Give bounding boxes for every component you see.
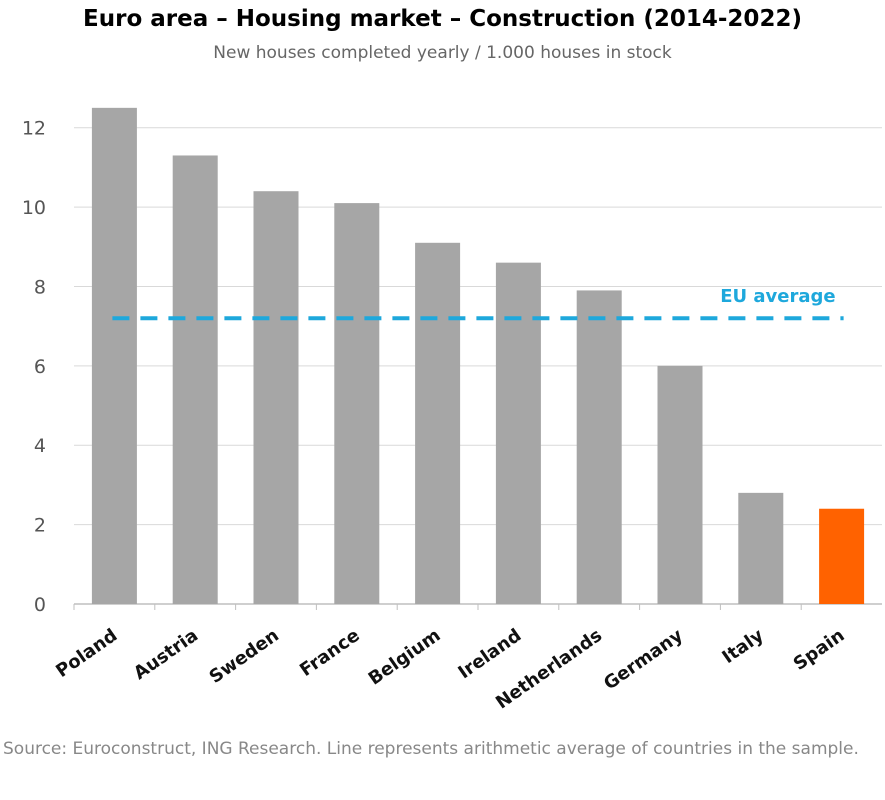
bar-austria [172, 155, 218, 604]
bar-france [334, 203, 380, 604]
x-tick-label: Belgium [365, 625, 445, 690]
y-tick-label: 12 [22, 118, 46, 140]
bar-netherlands [576, 290, 622, 604]
y-tick-label: 2 [34, 515, 46, 537]
x-tick-label: Austria [130, 625, 202, 684]
bar-chart: 0 2 4 6 8 10 12 Poland Austria Sweden France Belgiu… [22, 107, 882, 714]
eu-average-label: EU average [720, 286, 835, 307]
x-tick-label: France [296, 625, 364, 681]
y-tick-label: 6 [34, 356, 46, 378]
bar-italy [738, 492, 784, 604]
x-tick-label: Italy [718, 625, 767, 668]
chart-title: Euro area – Housing market – Constructio… [83, 6, 802, 32]
y-tick-label: 8 [34, 276, 46, 298]
x-tick-label: Sweden [206, 625, 283, 688]
bar-belgium [415, 242, 461, 605]
x-tick-label: Spain [790, 625, 849, 675]
bar-sweden [253, 191, 299, 604]
source-note: Source: Euroconstruct, ING Research. Lin… [3, 739, 859, 759]
y-tick-label: 4 [34, 435, 46, 457]
x-tick-label: Poland [52, 625, 121, 682]
x-tick-label: Ireland [454, 625, 525, 683]
bar-spain [819, 508, 865, 604]
y-tick-label: 10 [22, 197, 46, 219]
y-tick-label: 0 [34, 594, 46, 616]
bar-poland [91, 107, 137, 604]
bar-ireland [495, 262, 541, 604]
chart-subtitle: New houses completed yearly / 1.000 hous… [213, 43, 672, 63]
bar-germany [657, 365, 703, 604]
x-tick-label: Germany [600, 625, 687, 695]
